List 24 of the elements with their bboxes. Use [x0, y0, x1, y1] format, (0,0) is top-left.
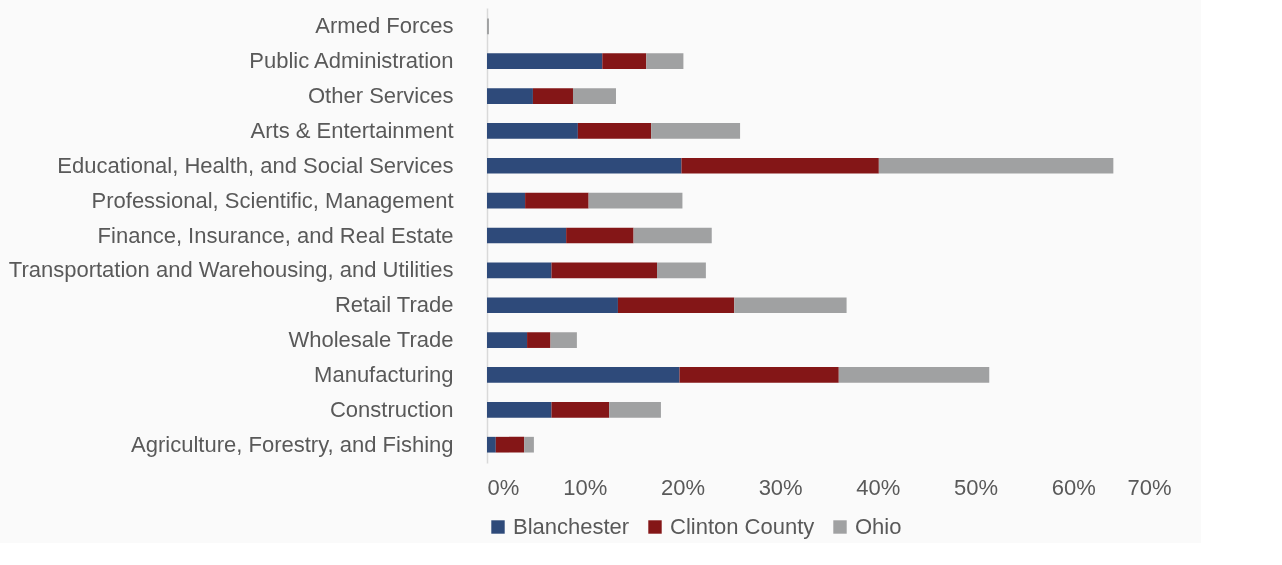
- y-tick-label: Other Services: [308, 83, 454, 109]
- x-tick-label: 10%: [563, 474, 608, 500]
- y-tick-label: Construction: [329, 396, 454, 422]
- x-tick-label: 60%: [1051, 474, 1096, 500]
- legend-label: Ohio: [855, 514, 902, 539]
- y-tick-label: Retail Trade: [334, 292, 454, 318]
- y-tick-label: Transportation and Warehousing, and Utilities: [8, 257, 454, 283]
- y-tick-label: Wholesale Trade: [288, 327, 454, 353]
- legend-label: Clinton County: [670, 514, 815, 539]
- y-tick-label: Educational, Health, and Social Services: [57, 152, 454, 178]
- x-tick-label: 50%: [954, 474, 999, 500]
- x-tick-label: 40%: [856, 474, 901, 500]
- y-tick-label: Arts & Entertainment: [250, 117, 454, 143]
- x-tick-label: 20%: [660, 474, 705, 500]
- x-tick-label: 0%: [487, 474, 520, 500]
- y-tick-label: Public Administration: [249, 48, 454, 74]
- x-tick-label: 70%: [1127, 474, 1172, 500]
- y-tick-label: Professional, Scientific, Management: [91, 187, 454, 213]
- y-tick-label: Agriculture, Forestry, and Fishing: [131, 431, 454, 457]
- x-tick-label: 30%: [758, 474, 803, 500]
- y-tick-label: Finance, Insurance, and Real Estate: [97, 222, 454, 248]
- y-tick-label: Manufacturing: [314, 361, 454, 387]
- legend-label: Blanchester: [513, 514, 630, 539]
- y-tick-label: Armed Forces: [315, 13, 454, 39]
